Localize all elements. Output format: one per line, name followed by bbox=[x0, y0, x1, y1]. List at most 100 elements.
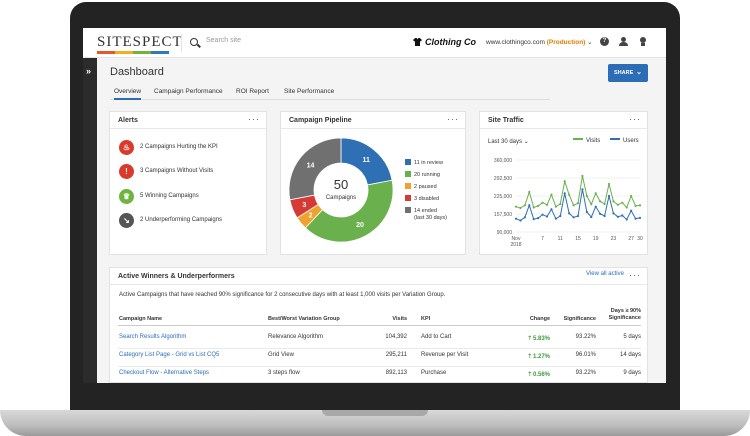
data-point-visits bbox=[616, 203, 619, 206]
data-point-users bbox=[607, 194, 611, 198]
lightbulb-icon[interactable] bbox=[638, 37, 647, 46]
data-point-visits bbox=[568, 193, 571, 196]
data-point-visits bbox=[559, 202, 562, 206]
data-point-visits bbox=[532, 206, 535, 209]
legend-swatch bbox=[405, 195, 411, 201]
environment-label: (Production) bbox=[546, 39, 586, 46]
legend-label: 3 disabled bbox=[414, 196, 440, 202]
more-options-icon[interactable]: ··· bbox=[629, 270, 641, 280]
data-point-users bbox=[585, 210, 588, 214]
shirt-icon bbox=[413, 38, 422, 46]
share-button[interactable]: SHARE ⌄ bbox=[608, 64, 648, 82]
donut-center-value: 50 bbox=[334, 177, 348, 192]
column-header-campaign-name[interactable]: Campaign Name bbox=[119, 316, 163, 322]
x-tick-label: 15 bbox=[575, 236, 581, 242]
column-header-days-significance-line2: Significance bbox=[608, 315, 641, 321]
sitespect-logo[interactable]: SITESPECT bbox=[97, 34, 183, 50]
card-title: Campaign Pipeline bbox=[289, 117, 352, 124]
change-cell: 🡑 0.56% bbox=[510, 370, 550, 380]
search-field[interactable]: Search site bbox=[181, 34, 381, 52]
data-point-users bbox=[581, 188, 584, 191]
data-point-visits bbox=[585, 194, 588, 198]
data-point-visits bbox=[599, 200, 602, 203]
legend-swatch bbox=[573, 138, 583, 140]
significance-cell: 93.22% bbox=[575, 334, 596, 340]
user-icon[interactable] bbox=[619, 37, 628, 46]
data-point-users bbox=[532, 218, 535, 221]
card-title: Site Traffic bbox=[488, 117, 524, 124]
legend-label: Users bbox=[623, 138, 639, 144]
alert-text: 3 Campaigns Without Visits bbox=[140, 168, 214, 174]
site-selector[interactable]: www.clothingco.com (Production) ⌄ bbox=[486, 38, 593, 46]
date-range-dropdown[interactable]: Last 30 days ⌄ bbox=[488, 138, 529, 145]
x-tick-label: Nov bbox=[512, 236, 521, 242]
column-header-days-significance[interactable]: Days ≥ 90% bbox=[610, 308, 641, 314]
alert-text: 2 Underperforming Campaigns bbox=[140, 217, 223, 223]
column-header-significance[interactable]: Significance bbox=[563, 316, 596, 322]
visits-cell: 295,211 bbox=[385, 352, 407, 358]
days-cell: 14 days bbox=[619, 352, 641, 358]
column-header-variation-group[interactable]: Best/Worst Variation Group bbox=[268, 316, 340, 322]
brand-name: Clothing Co bbox=[413, 37, 476, 47]
site-traffic-line-chart: 360,000 292,500 225,000 157,500 90,000Nov201… bbox=[494, 158, 643, 248]
tab-site-performance[interactable]: Site Performance bbox=[284, 88, 335, 95]
arrow-up-icon: 🡑 bbox=[528, 372, 532, 378]
expand-sidebar-icon[interactable]: » bbox=[86, 66, 92, 76]
x-tick-label: 2018 bbox=[510, 242, 521, 248]
data-point-users bbox=[550, 208, 553, 211]
divider bbox=[281, 128, 465, 129]
chevron-down-icon: ⌄ bbox=[587, 39, 593, 46]
x-tick-label: 23 bbox=[611, 236, 617, 242]
kpi-cell: Add to Cart bbox=[421, 334, 452, 340]
data-point-users bbox=[554, 217, 557, 220]
more-options-icon[interactable]: ··· bbox=[248, 114, 260, 124]
legend-item: 14 ended bbox=[405, 207, 437, 214]
card-title: Active Winners & Underperformers bbox=[118, 273, 235, 280]
pipeline-card: Campaign Pipeline ··· 11 20 2 3 14 50 Campai… bbox=[280, 111, 466, 255]
tab-overview[interactable]: Overview bbox=[114, 88, 142, 100]
data-point-users bbox=[612, 212, 615, 215]
site-domain: www.clothingco.com bbox=[486, 39, 545, 46]
data-point-visits bbox=[541, 201, 544, 204]
campaign-link[interactable]: Search Results Algorithm bbox=[119, 334, 187, 340]
campaign-link[interactable]: Category List Page - Grid vs List CQ5 bbox=[119, 352, 220, 358]
data-point-users bbox=[523, 216, 526, 219]
view-all-active-link[interactable]: View all active bbox=[586, 271, 624, 277]
data-point-visits bbox=[634, 204, 637, 207]
share-label: SHARE bbox=[614, 70, 634, 76]
y-tick-label: 225,000 bbox=[494, 194, 512, 200]
data-point-visits bbox=[554, 205, 557, 208]
data-point-visits bbox=[545, 203, 549, 206]
tab-roi-report[interactable]: ROI Report bbox=[236, 88, 269, 95]
days-cell: 9 days bbox=[623, 370, 641, 376]
legend-item: Users bbox=[610, 138, 639, 144]
data-point-users bbox=[638, 216, 642, 219]
change-value: 5.83% bbox=[532, 336, 550, 342]
search-icon bbox=[190, 38, 198, 46]
data-point-visits bbox=[603, 202, 606, 206]
logo-color-bar bbox=[97, 51, 169, 54]
legend-swatch bbox=[405, 207, 411, 213]
data-point-users bbox=[572, 216, 575, 219]
kpi-cell: Revenue per Visit bbox=[421, 352, 469, 358]
more-options-icon[interactable]: ··· bbox=[447, 114, 459, 124]
divider bbox=[110, 128, 266, 129]
data-point-visits bbox=[514, 205, 518, 208]
more-options-icon[interactable]: ··· bbox=[629, 114, 641, 124]
column-header-change[interactable]: Change bbox=[529, 316, 550, 322]
data-point-visits bbox=[550, 193, 553, 196]
column-header-kpi[interactable]: KPI bbox=[421, 316, 431, 322]
flame-icon: ♨ bbox=[119, 140, 134, 155]
tab-bar: Overview Campaign Performance ROI Report… bbox=[110, 86, 550, 100]
column-header-visits[interactable]: Visits bbox=[392, 316, 407, 322]
legend-swatch bbox=[405, 183, 411, 189]
data-point-visits bbox=[576, 202, 580, 205]
change-value: 1.27% bbox=[532, 354, 550, 360]
data-point-visits bbox=[621, 201, 624, 204]
donut-slice-label: 14 bbox=[307, 162, 315, 169]
campaign-link[interactable]: Checkout Flow - Alternative Steps bbox=[119, 370, 210, 376]
tab-campaign-performance[interactable]: Campaign Performance bbox=[154, 88, 223, 95]
help-icon[interactable]: ? bbox=[600, 37, 609, 46]
legend-label: 11 in review bbox=[414, 160, 443, 166]
data-point-users bbox=[537, 217, 540, 220]
